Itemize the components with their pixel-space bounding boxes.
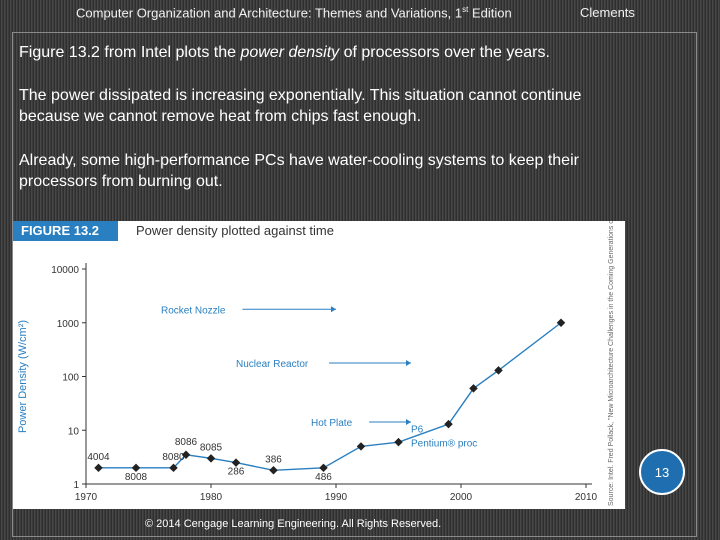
data-point xyxy=(356,442,366,451)
data-point xyxy=(206,454,216,463)
point-label: 8085 xyxy=(200,442,223,453)
data-point xyxy=(169,463,178,473)
header-bar: Computer Organization and Architecture: … xyxy=(0,0,720,24)
annotation-label: Nuclear Reactor xyxy=(236,359,309,370)
data-point xyxy=(444,419,453,429)
figure-power-density: 1 10 100 1000 10000 1970 1980 1990 2000 2010 Power… xyxy=(13,221,625,509)
slide-frame xyxy=(12,32,697,537)
source-credit: Source: Intel. Fred Pollack, "New Microa… xyxy=(608,221,615,506)
annotation-arrowhead xyxy=(331,306,336,313)
data-point xyxy=(319,463,328,473)
paragraph-intro: Figure 13.2 from Intel plots the power d… xyxy=(19,44,550,61)
x-tick-label: 2000 xyxy=(450,492,473,503)
paragraph-water-cooling: Already, some high-performance PCs have … xyxy=(19,152,579,190)
annotation-label: Rocket Nozzle xyxy=(161,305,226,316)
annotation-arrowhead xyxy=(406,360,411,367)
point-label: 486 xyxy=(315,472,332,483)
data-point xyxy=(94,463,103,473)
paragraph-exponential: The power dissipated is increasing expon… xyxy=(19,87,582,125)
x-tick-label: 1980 xyxy=(200,492,223,503)
point-label: 8008 xyxy=(125,472,148,483)
point-label: 8086 xyxy=(175,437,198,448)
series-line xyxy=(98,322,562,471)
annotation-label: P6 xyxy=(411,425,424,436)
data-point xyxy=(469,384,478,393)
y-tick-label: 100 xyxy=(62,373,79,384)
point-label: 386 xyxy=(265,454,282,465)
data-point xyxy=(269,466,278,475)
copyright-footer: © 2014 Cengage Learning Engineering. All… xyxy=(145,518,442,530)
figure-caption: Power density plotted against time xyxy=(136,223,334,238)
slide-number-badge: 13 xyxy=(639,449,685,495)
y-tick-label: 10 xyxy=(68,426,80,437)
x-tick-label: 1990 xyxy=(325,492,348,503)
y-tick-label: 10000 xyxy=(51,265,79,276)
book-title: Computer Organization and Architecture: … xyxy=(76,5,512,21)
y-axis-label: Power Density (W/cm²) xyxy=(17,320,29,433)
x-tick-label: 1970 xyxy=(75,492,98,503)
data-point xyxy=(181,450,191,459)
power-density-chart: 1 10 100 1000 10000 1970 1980 1990 2000 2010 Power… xyxy=(17,221,615,506)
data-point xyxy=(231,458,241,467)
data-point xyxy=(494,366,503,375)
annotation-arrowhead xyxy=(406,418,411,425)
point-label: 8080 xyxy=(162,452,185,463)
annotation-label: Pentium® proc xyxy=(411,438,477,449)
figure-label: FIGURE 13.2 xyxy=(13,221,118,241)
point-label: 4004 xyxy=(87,452,110,463)
x-tick-label: 2010 xyxy=(575,492,598,503)
data-point xyxy=(556,318,566,327)
y-tick-label: 1 xyxy=(73,480,79,491)
data-point xyxy=(394,437,403,447)
annotation-label: Hot Plate xyxy=(311,418,353,429)
point-label: 286 xyxy=(228,467,245,478)
y-tick-label: 1000 xyxy=(57,319,80,330)
data-point xyxy=(131,463,141,473)
author-name: Clements xyxy=(580,5,635,20)
